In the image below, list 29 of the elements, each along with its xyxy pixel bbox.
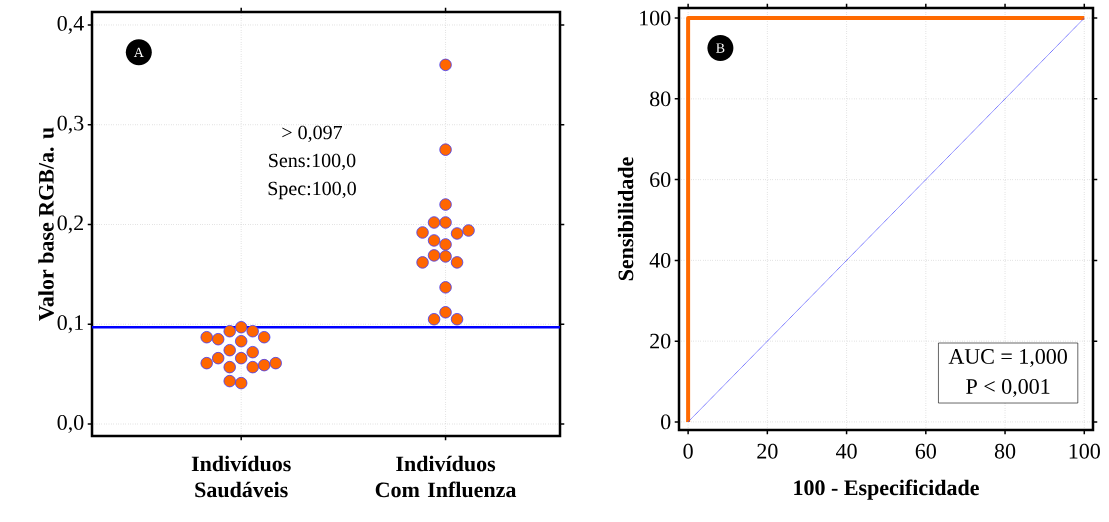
y-tick-label: 80 [650,91,671,107]
y-tick-label: 0,3 [57,115,84,134]
y-tick-label: 0 [661,414,671,430]
x-tick-label: 20 [757,443,778,459]
annotation: A [133,47,144,57]
x-tick-label: 100 [1069,443,1100,459]
annotation: AUC = 1,000 [948,349,1067,368]
x-tick-label: 0 [683,443,693,459]
annotation: P < 0,001 [966,379,1050,398]
y-tick-label: 0,1 [57,315,83,334]
y-axis-title: Sensibilidade [617,157,634,281]
x-tick-label: Indivíduos Saudáveis [191,455,291,498]
annotation: B [716,43,725,53]
y-tick-label: 60 [650,172,671,188]
x-tick-label: 60 [915,443,936,459]
y-tick-label: 40 [649,252,671,268]
x-tick-label: 40 [836,443,857,459]
y-tick-label: 100 [640,10,671,26]
y-tick-label: 20 [650,333,671,349]
annotation: Spec:100,0 [268,181,356,200]
y-tick-label: 0,2 [57,215,83,234]
x-axis-title: 100 - Especificidade [794,479,979,500]
x-tick-label: 80 [994,443,1016,459]
y-axis-title: Valor base RGB/a. u [38,127,54,321]
annotation: Sens:100,0 [269,153,356,171]
annotation: > 0,097 [282,125,343,143]
y-tick-label: 0,4 [57,15,84,34]
y-tick-label: 0,0 [57,415,84,434]
x-tick-label: Indivíduos Com Influenza [375,455,517,498]
